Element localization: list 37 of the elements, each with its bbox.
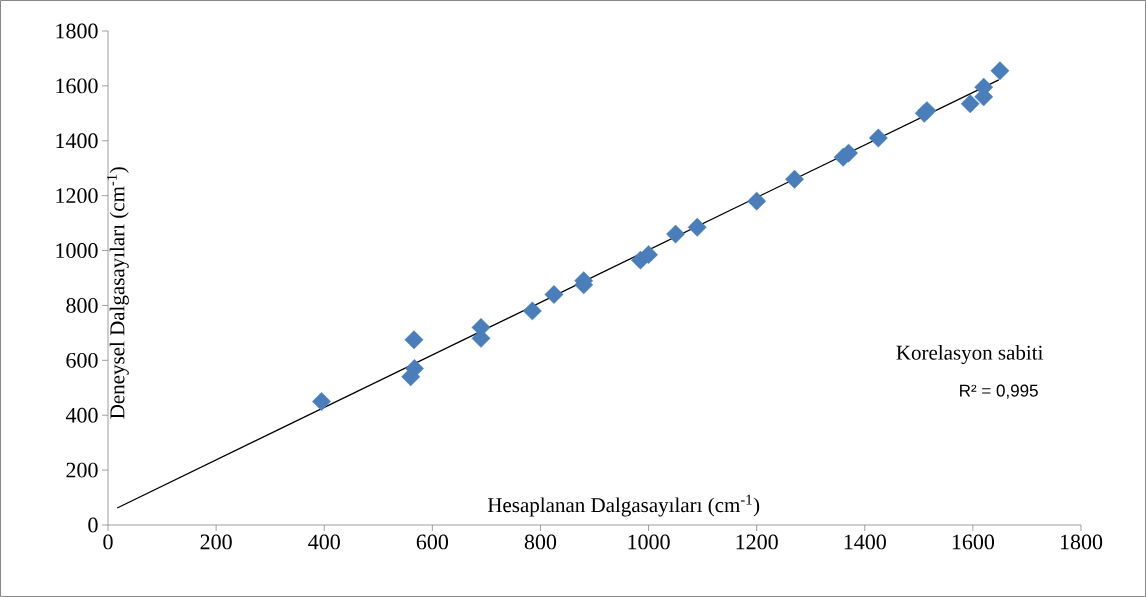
y-tick-label: 800	[66, 298, 98, 313]
point	[312, 392, 331, 411]
x-tick-label: 1200	[736, 534, 778, 550]
y-tick-label: 1800	[56, 23, 98, 39]
y-tick-label: 200	[66, 462, 98, 478]
point	[960, 94, 980, 114]
x-tick-label: 800	[524, 534, 557, 550]
point	[785, 169, 804, 189]
x-tick-label: 0	[103, 534, 113, 550]
point	[990, 61, 1010, 81]
x-tick-label: 1800	[1060, 534, 1103, 550]
x-tick-label: 400	[308, 534, 340, 550]
y-axis-title: Deneysel Dalgasayıları (cm$^{-1}$)	[107, 167, 129, 419]
x-tick-label: 1600	[952, 534, 995, 550]
point	[404, 330, 424, 350]
y-tick-label: 1400	[56, 133, 98, 149]
point	[687, 217, 707, 237]
y-tick-label: 1000	[56, 243, 98, 258]
point	[747, 191, 767, 211]
x-tick-label: 200	[200, 534, 232, 550]
point	[544, 285, 564, 304]
point	[868, 128, 888, 148]
x-tick-label: 1400	[844, 534, 886, 550]
y-tick-label: 400	[65, 407, 98, 423]
y-tick-label: 1200	[56, 188, 98, 204]
y-tick-label: 1600	[56, 78, 98, 94]
x-axis-title: Hesaplanan Dalgasayıları (cm$^{-1}$)	[487, 494, 760, 517]
annotation: R² = 0,995	[960, 384, 1038, 399]
point	[639, 245, 658, 265]
y-tick-label: 0	[88, 517, 98, 533]
x-tick-label: 1000	[628, 534, 670, 550]
point	[522, 301, 542, 321]
annotation: Korelasyon sabiti	[896, 345, 1043, 365]
x-tick-label: 600	[416, 534, 448, 550]
point	[401, 367, 421, 387]
y-tick-label: 600	[66, 352, 98, 368]
point	[666, 224, 685, 244]
